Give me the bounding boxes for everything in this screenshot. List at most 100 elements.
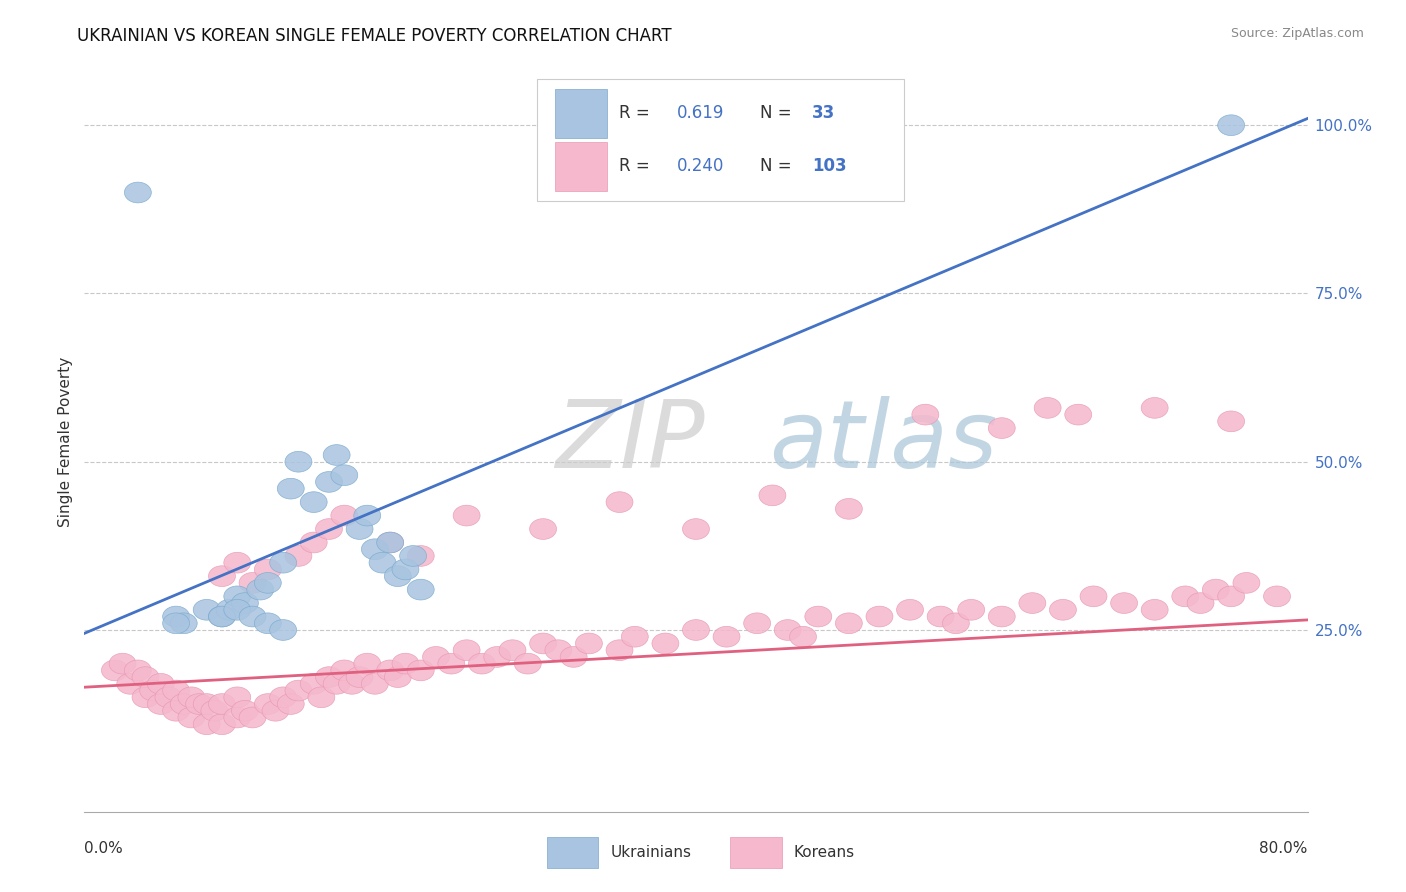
Ellipse shape	[835, 499, 862, 519]
Ellipse shape	[377, 660, 404, 681]
Ellipse shape	[323, 444, 350, 466]
Text: Ukrainians: Ukrainians	[610, 845, 692, 860]
Ellipse shape	[270, 620, 297, 640]
Ellipse shape	[117, 673, 143, 694]
Ellipse shape	[132, 687, 159, 707]
Ellipse shape	[354, 505, 381, 526]
Ellipse shape	[186, 694, 212, 714]
Ellipse shape	[1035, 398, 1062, 418]
Ellipse shape	[1080, 586, 1107, 607]
Ellipse shape	[163, 681, 190, 701]
Ellipse shape	[384, 666, 412, 688]
Ellipse shape	[346, 518, 373, 540]
Ellipse shape	[239, 607, 266, 627]
Ellipse shape	[835, 613, 862, 633]
Ellipse shape	[392, 653, 419, 674]
Ellipse shape	[392, 559, 419, 580]
Ellipse shape	[866, 607, 893, 627]
Text: 103: 103	[813, 157, 846, 175]
Ellipse shape	[377, 533, 404, 553]
Ellipse shape	[301, 673, 328, 694]
Ellipse shape	[224, 599, 250, 620]
Ellipse shape	[239, 573, 266, 593]
Ellipse shape	[499, 640, 526, 661]
Ellipse shape	[1171, 586, 1199, 607]
Ellipse shape	[315, 666, 343, 688]
Ellipse shape	[148, 673, 174, 694]
Ellipse shape	[315, 518, 343, 540]
Ellipse shape	[208, 566, 235, 587]
Ellipse shape	[1064, 404, 1091, 425]
Ellipse shape	[744, 613, 770, 633]
Ellipse shape	[942, 613, 969, 633]
Ellipse shape	[957, 599, 984, 620]
Ellipse shape	[330, 465, 357, 485]
Text: Source: ZipAtlas.com: Source: ZipAtlas.com	[1230, 27, 1364, 40]
Ellipse shape	[361, 673, 388, 694]
Ellipse shape	[254, 694, 281, 714]
Ellipse shape	[224, 687, 250, 707]
Ellipse shape	[201, 700, 228, 721]
Text: R =: R =	[619, 104, 655, 122]
FancyBboxPatch shape	[537, 78, 904, 201]
Text: atlas: atlas	[769, 396, 998, 487]
Text: 33: 33	[813, 104, 835, 122]
Ellipse shape	[361, 539, 388, 559]
Ellipse shape	[988, 417, 1015, 439]
Ellipse shape	[713, 626, 740, 647]
Ellipse shape	[163, 613, 190, 633]
FancyBboxPatch shape	[730, 837, 782, 868]
Ellipse shape	[408, 579, 434, 600]
Ellipse shape	[1187, 592, 1213, 614]
Ellipse shape	[330, 660, 357, 681]
Ellipse shape	[759, 485, 786, 506]
Ellipse shape	[384, 566, 412, 587]
Ellipse shape	[453, 505, 479, 526]
Ellipse shape	[575, 633, 602, 654]
Ellipse shape	[468, 653, 495, 674]
Ellipse shape	[301, 533, 328, 553]
FancyBboxPatch shape	[547, 837, 598, 868]
Text: 0.240: 0.240	[676, 157, 724, 175]
Text: 0.619: 0.619	[676, 104, 724, 122]
Ellipse shape	[339, 673, 366, 694]
Text: ZIP: ZIP	[555, 396, 704, 487]
Ellipse shape	[546, 640, 572, 661]
Ellipse shape	[232, 592, 259, 614]
Ellipse shape	[315, 472, 343, 492]
Ellipse shape	[484, 647, 510, 667]
Ellipse shape	[897, 599, 924, 620]
Ellipse shape	[224, 552, 250, 573]
Ellipse shape	[1049, 599, 1077, 620]
Ellipse shape	[170, 694, 197, 714]
Ellipse shape	[246, 579, 274, 600]
Ellipse shape	[232, 700, 259, 721]
Ellipse shape	[148, 694, 174, 714]
Ellipse shape	[139, 681, 167, 701]
Ellipse shape	[224, 707, 250, 728]
Text: 0.0%: 0.0%	[84, 841, 124, 856]
Ellipse shape	[1218, 115, 1244, 136]
Ellipse shape	[254, 573, 281, 593]
Text: R =: R =	[619, 157, 655, 175]
Ellipse shape	[530, 633, 557, 654]
Ellipse shape	[193, 694, 221, 714]
Ellipse shape	[270, 552, 297, 573]
Ellipse shape	[515, 653, 541, 674]
Ellipse shape	[254, 559, 281, 580]
Ellipse shape	[254, 613, 281, 633]
Text: N =: N =	[759, 104, 796, 122]
Ellipse shape	[155, 687, 181, 707]
Ellipse shape	[217, 599, 243, 620]
Ellipse shape	[606, 640, 633, 661]
Ellipse shape	[682, 620, 710, 640]
Ellipse shape	[354, 653, 381, 674]
Y-axis label: Single Female Poverty: Single Female Poverty	[58, 357, 73, 526]
Ellipse shape	[560, 647, 588, 667]
FancyBboxPatch shape	[555, 142, 606, 191]
Ellipse shape	[101, 660, 128, 681]
Ellipse shape	[408, 546, 434, 566]
Ellipse shape	[308, 687, 335, 707]
Ellipse shape	[1218, 586, 1244, 607]
Ellipse shape	[927, 607, 955, 627]
